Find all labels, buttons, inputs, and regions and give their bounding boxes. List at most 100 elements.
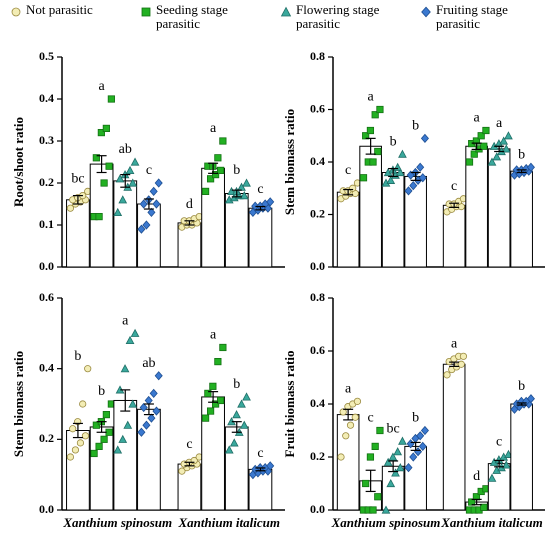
significance-letter: c	[345, 163, 351, 178]
y-tick-label: 0.4	[39, 360, 54, 374]
point	[92, 154, 100, 162]
legend-label: Seeding stage parasitic	[156, 3, 228, 31]
point	[409, 181, 418, 191]
point	[118, 195, 128, 204]
error-bar	[208, 391, 219, 403]
point	[232, 410, 241, 419]
error-bar	[388, 460, 399, 473]
y-axis-label: Stem biomass ratio	[282, 109, 297, 215]
significance-letter: ab	[142, 356, 155, 371]
y-tick-label: 0.2	[39, 431, 54, 445]
y-tick-label: 0.0	[310, 259, 325, 273]
point	[383, 457, 393, 466]
error-bar	[72, 195, 83, 205]
point	[144, 395, 153, 406]
point	[386, 478, 396, 488]
bar	[201, 167, 225, 268]
significance-letter: a	[210, 328, 217, 343]
y-tick-label: 0.8	[310, 49, 325, 63]
point	[201, 414, 210, 422]
error-bar	[120, 389, 131, 412]
point	[337, 453, 345, 461]
error-bar	[365, 137, 376, 155]
point	[239, 420, 249, 429]
y-tick-label: 0.0	[310, 502, 325, 516]
point	[201, 187, 210, 195]
point	[128, 178, 138, 187]
point	[353, 397, 362, 405]
point	[388, 452, 398, 461]
bar	[336, 191, 360, 268]
bar	[224, 193, 249, 268]
legend-entry: Fruiting stage parasitic	[436, 3, 508, 31]
error-bar	[471, 498, 482, 506]
point	[81, 432, 90, 440]
point	[113, 207, 123, 217]
significance-letter: a	[496, 116, 503, 131]
y-tick-label: 0.1	[39, 217, 54, 231]
point	[204, 389, 212, 398]
point	[90, 449, 98, 458]
point	[351, 413, 359, 421]
point	[409, 452, 418, 462]
point	[130, 157, 140, 166]
point	[214, 154, 222, 162]
bar	[224, 426, 249, 511]
y-axis-label: Root/shoot ratio	[11, 117, 26, 207]
point	[395, 167, 405, 177]
point	[147, 207, 156, 218]
bar	[510, 403, 533, 511]
error-bar	[120, 174, 131, 188]
point	[366, 453, 375, 461]
point	[420, 425, 429, 436]
point	[404, 462, 413, 473]
y-tick-label: 0.6	[39, 290, 54, 304]
significance-letter: d	[186, 197, 193, 212]
point	[154, 371, 163, 381]
point	[443, 371, 451, 379]
error-bar	[255, 205, 266, 211]
significance-letter: bc	[387, 421, 400, 436]
error-bar	[449, 202, 460, 209]
point	[504, 449, 513, 458]
point	[66, 453, 75, 461]
point	[501, 460, 511, 469]
significance-letter: a	[368, 90, 375, 105]
significance-letter: c	[496, 435, 502, 450]
point	[376, 105, 384, 114]
point	[470, 150, 478, 158]
point	[369, 506, 377, 514]
significance-letter: b	[412, 119, 419, 134]
error-bar	[231, 421, 242, 433]
point	[501, 144, 511, 153]
bar	[113, 399, 138, 511]
point	[211, 170, 220, 179]
point	[95, 442, 103, 451]
error-bar	[410, 171, 421, 181]
point	[487, 473, 497, 482]
significance-letter: a	[122, 314, 129, 329]
point	[239, 191, 249, 200]
y-axis-label: Fruit biomass ratio	[282, 351, 297, 458]
y-tick-label: 0.2	[310, 449, 325, 463]
error-bar	[96, 155, 107, 174]
point	[128, 399, 138, 408]
point	[418, 173, 427, 183]
significance-letter: c	[257, 446, 263, 461]
point	[465, 158, 474, 166]
bar	[442, 363, 466, 511]
significance-letter: b	[233, 163, 240, 178]
point	[152, 406, 161, 416]
significance-letter: c	[146, 163, 152, 178]
point	[141, 7, 151, 17]
error-bar	[72, 422, 83, 439]
point	[137, 427, 146, 437]
point	[480, 142, 488, 150]
point	[376, 426, 384, 435]
y-tick-label: 0.6	[310, 101, 325, 115]
error-bar	[471, 142, 482, 150]
point	[381, 505, 391, 514]
x-tick-label: Xanthium italicum	[440, 515, 543, 530]
legend-label: Not parasitic	[26, 3, 93, 17]
